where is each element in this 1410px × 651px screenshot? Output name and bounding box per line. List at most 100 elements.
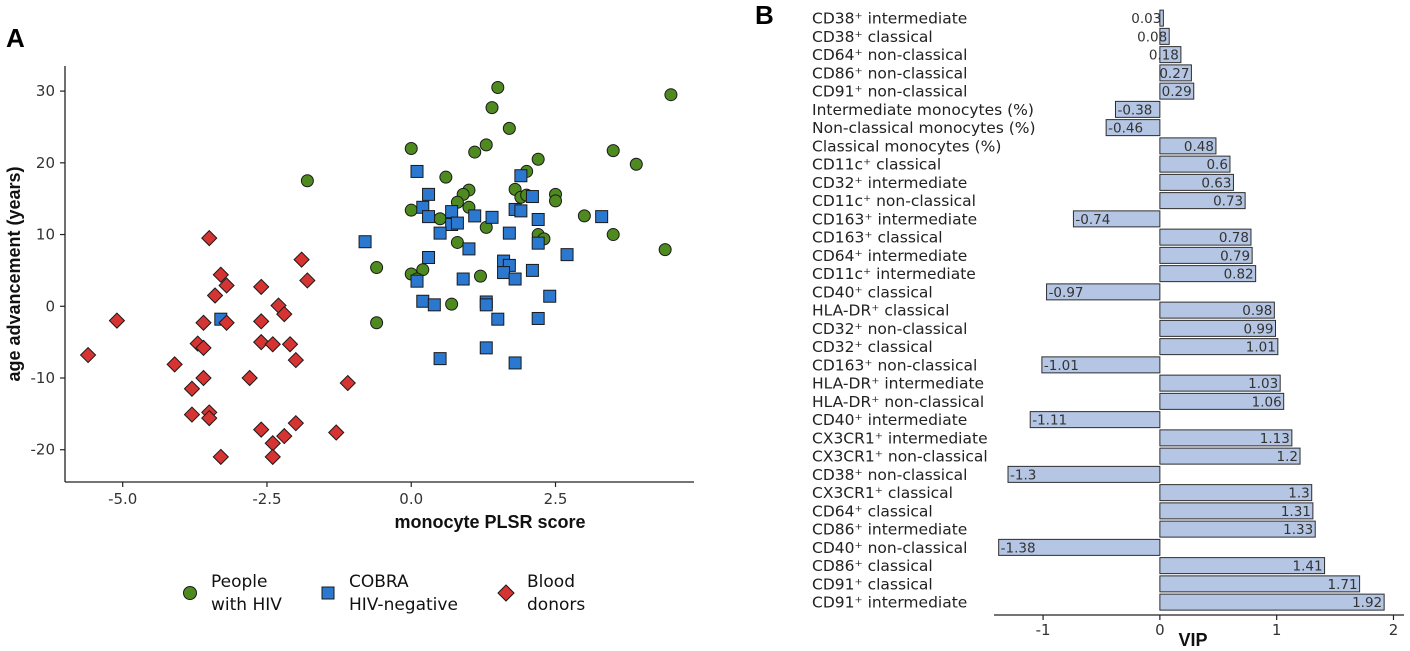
vip-bar — [1046, 283, 1161, 301]
vip-value-label: 0.79 — [1220, 248, 1250, 264]
vip-value-label: 0.18 — [1149, 48, 1179, 64]
vip-bar — [1114, 100, 1161, 118]
hiv-point — [531, 152, 545, 166]
vip-category-label: CD91⁺ intermediate — [812, 594, 967, 612]
vip-value-label: 0.78 — [1219, 230, 1249, 246]
donor-point — [276, 427, 293, 445]
cobra-point — [525, 263, 539, 277]
vip-bar — [1159, 46, 1182, 64]
vip-value-label: 1.41 — [1293, 559, 1323, 575]
scatter-y-tick-label: 20 — [36, 154, 55, 172]
vip-bar — [1159, 301, 1275, 319]
vip-category-label: CD40⁺ intermediate — [812, 411, 967, 429]
vip-category-label: CD163⁺ intermediate — [812, 210, 977, 228]
cobra-point — [450, 216, 464, 230]
vip-bar — [1159, 447, 1301, 465]
vip-value-label: 0.82 — [1224, 267, 1254, 283]
donor-point — [252, 421, 270, 438]
scatter-y-tick-label: -10 — [31, 369, 56, 387]
vip-category-label: CD32⁺ intermediate — [812, 174, 967, 192]
cobra-point — [491, 312, 505, 326]
hiv-point — [629, 157, 643, 171]
vip-category-label: CD11c⁺ intermediate — [812, 265, 976, 283]
vip-category-label: CD64⁺ non-classical — [812, 46, 967, 64]
vip-category-label: CX3CR1⁺ non-classical — [812, 448, 988, 466]
hiv-point — [370, 261, 384, 275]
scatter-x-tick-label: 2.5 — [544, 490, 568, 508]
vip-bar — [1041, 356, 1161, 374]
bar-x-tick-label: 0 — [1155, 621, 1165, 639]
vip-bar — [1159, 429, 1293, 447]
cobra-point — [410, 274, 424, 288]
donor-point — [183, 380, 201, 397]
cobra-point — [427, 298, 441, 312]
donor-point — [212, 448, 230, 466]
donor-point — [299, 272, 316, 289]
vip-category-label: CD38⁺ classical — [812, 28, 933, 46]
vip-category-label: CD32⁺ classical — [812, 338, 933, 356]
vip-bar — [1159, 173, 1234, 191]
vip-value-label: 1.01 — [1246, 340, 1276, 356]
vip-bar — [1159, 575, 1361, 593]
cobra-point — [497, 266, 511, 280]
scatter-y-tick-label: 0 — [45, 297, 55, 315]
cobra-point — [445, 205, 459, 219]
hiv-point — [577, 209, 591, 223]
donor-point — [218, 314, 235, 331]
cobra-point — [531, 212, 545, 226]
donor-point — [212, 266, 230, 283]
scatter-x-tick-label: -2.5 — [252, 490, 281, 508]
vip-bar — [1159, 265, 1257, 283]
vip-category-label: HLA-DR⁺ intermediate — [812, 375, 984, 393]
scatter-x-tick-label: 0.0 — [399, 490, 423, 508]
vip-value-label: -0.38 — [1117, 102, 1152, 118]
vip-bar — [1159, 246, 1253, 264]
cobra-point — [595, 210, 609, 224]
legend-donor-marker — [497, 584, 515, 602]
cobra-point — [479, 298, 493, 312]
cobra-point — [433, 352, 447, 366]
hiv-point — [439, 170, 453, 184]
scatter-y-title: age advancement (years) — [4, 166, 24, 381]
donor-point — [218, 277, 235, 294]
hiv-point — [300, 174, 314, 188]
hiv-point — [485, 101, 499, 115]
bar-x-title: VIP — [1178, 630, 1207, 650]
vip-value-label: 0.03 — [1131, 11, 1161, 27]
vip-value-label: 1.2 — [1277, 449, 1298, 465]
scatter-y-tick-label: -20 — [31, 441, 56, 459]
donor-point — [195, 369, 212, 387]
vip-value-label: 1.06 — [1252, 394, 1282, 410]
donor-point — [339, 374, 356, 392]
hiv-point — [473, 269, 487, 283]
vip-value-label: -1.3 — [1010, 467, 1036, 483]
vip-category-label: CD11c⁺ non-classical — [812, 192, 976, 210]
vip-bar — [1159, 64, 1192, 82]
bar-x-tick-label: -1 — [1036, 621, 1051, 639]
cobra-point — [358, 235, 372, 249]
cobra-point — [462, 242, 476, 256]
hiv-point — [404, 141, 418, 155]
vip-category-label: CX3CR1⁺ intermediate — [812, 429, 988, 447]
donor-point — [195, 339, 212, 357]
vip-bar — [1072, 210, 1161, 228]
vip-bar — [1159, 155, 1231, 173]
cobra-point — [433, 226, 447, 240]
hiv-point — [491, 81, 505, 95]
vip-category-label: CX3CR1⁺ classical — [812, 484, 953, 502]
vip-value-label: -0.46 — [1108, 121, 1143, 137]
cobra-point — [485, 210, 499, 224]
vip-category-label: CD11c⁺ classical — [812, 156, 941, 174]
vip-value-label: 0.99 — [1243, 321, 1273, 337]
vip-value-label: 0.6 — [1206, 157, 1227, 173]
donor-point — [108, 312, 126, 329]
cobra-point — [508, 356, 522, 370]
vip-category-label: CD38⁺ intermediate — [812, 10, 967, 28]
cobra-point — [508, 272, 522, 286]
vip-category-label: CD91⁺ non-classical — [812, 83, 967, 101]
vip-category-label: CD91⁺ classical — [812, 575, 933, 593]
vip-category-label: CD163⁺ non-classical — [812, 356, 977, 374]
scatter-y-tick-label: 30 — [36, 82, 55, 100]
legend-donor-line1: Blood — [527, 572, 575, 592]
